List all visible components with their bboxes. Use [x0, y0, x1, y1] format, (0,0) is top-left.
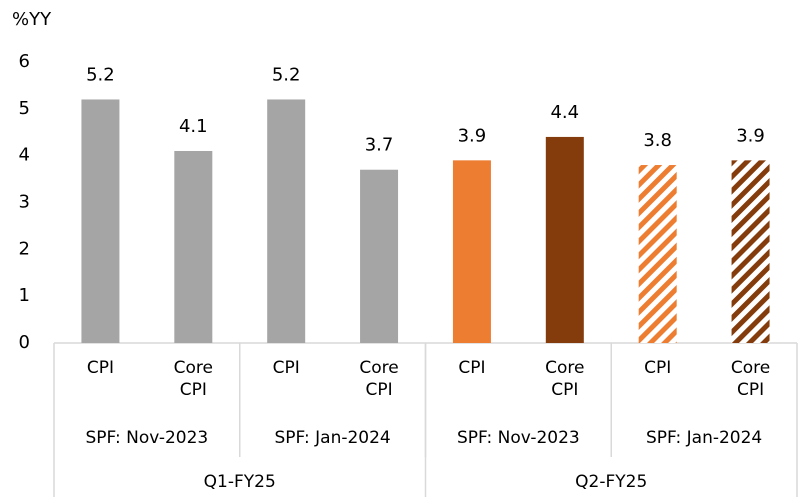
- x-tick-label: Core CPI: [173, 358, 213, 400]
- group-label: SPF: Nov-2023: [456, 428, 580, 448]
- bar: [360, 169, 399, 343]
- y-tick-label: 4: [19, 145, 30, 166]
- bar: [81, 99, 120, 343]
- y-tick-label: 1: [19, 285, 30, 306]
- data-label: 3.9: [458, 125, 487, 146]
- data-label: 5.2: [272, 64, 301, 85]
- y-tick-label: 2: [19, 238, 30, 259]
- x-tick-label: Core CPI: [730, 358, 771, 400]
- x-tick-label: CPI: [86, 358, 114, 378]
- data-label: 3.8: [643, 130, 672, 151]
- y-tick-label: 3: [19, 192, 30, 213]
- x-tick-label: Core CPI: [359, 358, 399, 400]
- y-tick-label: 0: [19, 332, 30, 353]
- x-tick-label: CPI: [272, 358, 300, 378]
- y-tick-label: 5: [19, 98, 30, 119]
- group-label: SPF: Jan-2024: [646, 428, 763, 448]
- data-label: 3.9: [736, 125, 765, 146]
- x-tick-label: CPI: [644, 358, 672, 378]
- y-tick-label: 6: [19, 51, 30, 72]
- period-label: Q1-FY25: [203, 472, 276, 492]
- group-label: SPF: Nov-2023: [85, 428, 209, 448]
- bar: [638, 165, 677, 343]
- bar: [545, 136, 584, 343]
- bar: [731, 160, 770, 343]
- bar: [452, 160, 491, 343]
- bar: [267, 99, 306, 343]
- period-label: Q2-FY25: [575, 472, 648, 492]
- bar: [174, 150, 213, 343]
- y-axis-label: %YY: [12, 9, 52, 30]
- x-tick-label: CPI: [458, 358, 486, 378]
- group-label: SPF: Jan-2024: [274, 428, 391, 448]
- data-label: 4.1: [179, 116, 208, 137]
- data-label: 3.7: [365, 135, 394, 156]
- x-tick-label: Core CPI: [545, 358, 585, 400]
- data-label: 5.2: [86, 64, 115, 85]
- data-label: 4.4: [550, 102, 579, 123]
